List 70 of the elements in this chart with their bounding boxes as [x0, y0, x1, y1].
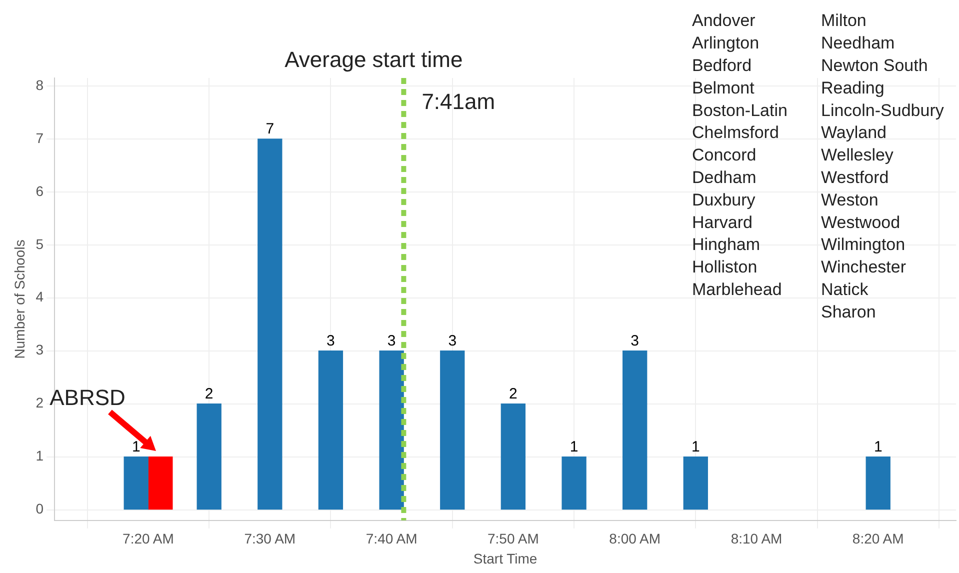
- x-tick-label: 8:00 AM: [609, 530, 661, 547]
- text: Arlington: [692, 34, 760, 53]
- bar: [196, 404, 222, 510]
- data-label: 1: [132, 438, 140, 456]
- annotation: Wilmington: [821, 235, 906, 254]
- data-label: 1: [691, 438, 700, 456]
- text: Milton: [821, 11, 866, 30]
- annotation: Weston: [821, 190, 878, 210]
- y-tick-label: 5: [36, 236, 44, 252]
- annotation: Hingham: [692, 235, 760, 254]
- annotation: Harvard: [692, 212, 752, 232]
- x-tick-label: 8:10 AM: [730, 530, 782, 547]
- x-tick-label: 8:20 AM: [852, 530, 904, 547]
- x-axis-title: Start Time: [473, 550, 538, 566]
- data-label: 2: [509, 385, 518, 402]
- ref-line-label: Average start time: [284, 47, 463, 72]
- text: Newton South: [821, 56, 928, 75]
- x-tick-label: 7:30 AM: [244, 530, 296, 547]
- annotation: 7:41am: [422, 89, 496, 114]
- annotation: Boston-Latin: [692, 100, 788, 120]
- x-tick-label: 7:50 AM: [487, 530, 539, 547]
- y-tick-label: 4: [36, 288, 44, 305]
- text: Bedford: [692, 56, 752, 75]
- annotation: Lincoln-Sudbury: [821, 100, 944, 120]
- data-label: 3: [387, 332, 396, 350]
- y-tick-label: 7: [36, 130, 44, 146]
- y-tick-label: 6: [36, 182, 44, 199]
- data-label: 3: [448, 332, 457, 350]
- data-label: 3: [326, 332, 335, 350]
- annotation: Concord: [692, 146, 756, 165]
- annotation: Reading: [821, 78, 884, 98]
- y-tick-label: 3: [36, 342, 44, 358]
- bar: [683, 456, 708, 510]
- bar: [500, 404, 526, 510]
- y-tick-label: 0: [36, 500, 44, 517]
- bar: [440, 350, 465, 510]
- annotation: Chelmsford: [692, 123, 779, 142]
- text: Needham: [821, 34, 895, 53]
- x-tick-label: 7:40 AM: [366, 530, 418, 547]
- y-axis-title: Number of Schools: [11, 240, 28, 359]
- bar: [258, 138, 282, 510]
- annotation: Wellesley: [821, 146, 894, 165]
- data-label: 1: [874, 438, 882, 456]
- data-label: 3: [630, 332, 640, 350]
- annotation: ABRSD: [50, 384, 126, 410]
- annotation: Belmont: [692, 78, 755, 98]
- bar: [148, 456, 173, 510]
- annotation: Natick: [821, 280, 869, 299]
- y-tick-label: 1: [36, 448, 44, 464]
- x-tick-label: 7:20 AM: [122, 530, 174, 547]
- annotation: Duxbury: [692, 190, 756, 210]
- annotation: Westford: [821, 168, 889, 187]
- annotation: Sharon: [821, 302, 876, 322]
- annotation: Marblehead: [692, 280, 782, 299]
- annotation: Winchester: [821, 258, 906, 277]
- data-label: 1: [570, 438, 578, 456]
- data-label: 2: [204, 385, 214, 402]
- annotation: Holliston: [692, 258, 758, 277]
- annotation: Wayland: [821, 123, 887, 142]
- data-label: 7: [266, 120, 274, 138]
- y-tick-label: 2: [36, 394, 44, 411]
- bar: [124, 456, 148, 510]
- bar: [622, 350, 648, 510]
- annotation: Dedham: [692, 168, 756, 187]
- bar: [562, 456, 586, 510]
- text: Andover: [692, 11, 756, 30]
- y-tick-label: 8: [36, 76, 44, 93]
- bar: [866, 456, 890, 510]
- annotation: Westwood: [821, 212, 900, 232]
- bar: [318, 350, 344, 510]
